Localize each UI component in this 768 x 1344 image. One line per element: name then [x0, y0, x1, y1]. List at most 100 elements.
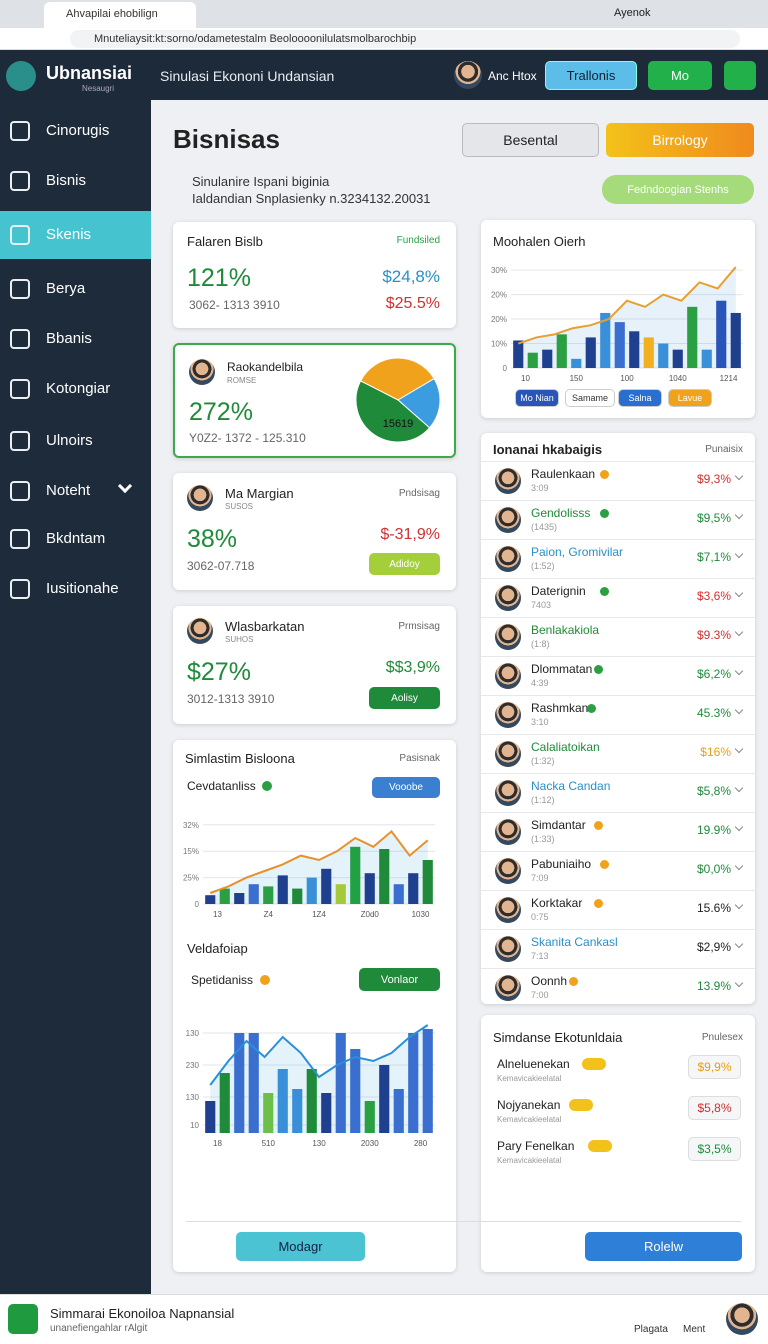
status-dot — [568, 977, 578, 986]
footer-link[interactable]: Plagata — [634, 1324, 668, 1335]
tag: Fundsiled — [396, 235, 440, 246]
bar — [643, 337, 654, 368]
profile[interactable]: Ayenok — [614, 7, 651, 19]
url[interactable]: Mnuteliaysit:kt:sorno/odametestalm Beolo… — [70, 30, 740, 48]
nav-item[interactable]: Bkdntam — [46, 530, 106, 547]
row-sub: 0:75 — [531, 912, 549, 922]
x-tick-label: 1Z4 — [312, 910, 326, 919]
card: Falaren Bislb Fundsiled 121% 3062- 1313 391… — [173, 222, 456, 328]
x-tick-label: 10 — [521, 374, 530, 383]
avatar — [187, 618, 213, 644]
card-title: Simlastim Bisloona — [185, 751, 295, 766]
header-title: Sinulasi Ekononi Undansian — [160, 68, 335, 84]
kpi-value: 121% — [187, 264, 251, 292]
x-tick-label: 1030 — [412, 910, 430, 919]
row-name: Nacka Candan — [531, 779, 611, 793]
status-dot — [593, 821, 603, 830]
x-tick-label: 18 — [213, 1139, 222, 1148]
y-tick-label: 20% — [491, 291, 507, 300]
subtitle: Cevdatanliss — [187, 779, 256, 793]
bar — [556, 334, 567, 368]
button[interactable]: Vonlaor — [359, 968, 440, 991]
avatar — [495, 585, 521, 611]
button[interactable]: Modagr — [236, 1232, 365, 1261]
nav-icon — [10, 481, 30, 501]
y-tick-label: 30% — [491, 266, 507, 275]
x-tick-label: 150 — [570, 374, 584, 383]
nav-item[interactable]: Bbanis — [46, 330, 92, 347]
card-title: Ionanai hkabaigis — [493, 442, 603, 457]
y-tick-label: 10 — [190, 1121, 199, 1130]
line — [517, 266, 737, 345]
pill — [569, 1099, 593, 1111]
button[interactable]: Besental — [462, 123, 599, 157]
row-divider — [481, 929, 755, 930]
chart: 15619 — [355, 357, 441, 443]
chevron — [734, 705, 744, 715]
bar — [263, 886, 274, 904]
nav-item[interactable]: Bisnis — [46, 172, 87, 189]
icon-button[interactable] — [724, 61, 756, 90]
status-dot — [593, 665, 603, 674]
avatar — [187, 485, 213, 511]
user[interactable]: Anc Htox — [488, 69, 537, 83]
y-tick-label: 130 — [186, 1093, 200, 1102]
name: Wlasbarkatan — [225, 619, 305, 634]
row-name: Pabuniaiho — [531, 857, 592, 871]
chevron — [734, 510, 744, 520]
legend-item[interactable]: Lavue — [668, 389, 712, 407]
x-tick-label: 280 — [414, 1139, 428, 1148]
button[interactable]: Adidoy — [369, 553, 440, 575]
bar — [321, 1093, 332, 1133]
bar — [306, 877, 317, 904]
legend-item[interactable]: Mo Nian — [515, 389, 559, 407]
button[interactable]: Trallonis — [545, 61, 637, 90]
chevron — [734, 822, 744, 832]
nav-item[interactable]: Berya — [46, 280, 86, 297]
legend-item[interactable]: Salna — [618, 389, 662, 407]
badge[interactable]: Fedndoogian Stenhs — [602, 175, 754, 204]
active-item — [0, 211, 151, 259]
avatar — [454, 61, 482, 89]
nav-icon — [10, 279, 30, 299]
footer-link[interactable]: Ment — [683, 1324, 706, 1335]
button[interactable]: Aolisy — [369, 687, 440, 709]
nav-item[interactable]: Ulnoirs — [46, 432, 93, 449]
chevron — [734, 939, 744, 949]
kpi-sub: 3062- 1313 3910 — [189, 298, 280, 312]
bar — [234, 893, 245, 904]
nav-item[interactable]: Iusitionahe — [46, 580, 119, 597]
footer-logo — [8, 1304, 38, 1334]
row-sub: (1435) — [531, 522, 558, 532]
button[interactable]: Birrology — [606, 123, 754, 157]
sidebar — [0, 100, 151, 1294]
nav-item[interactable]: Noteht — [46, 482, 91, 499]
bar — [408, 1033, 419, 1133]
row-name: Oonnh — [531, 974, 568, 988]
legend-item[interactable]: Samame — [565, 389, 615, 407]
button[interactable]: Vooobe — [372, 777, 440, 798]
tab[interactable]: Ahvapilai ehobilign — [44, 2, 196, 28]
nav-item[interactable]: Cinorugis — [46, 122, 110, 139]
nav-item[interactable]: Kotongiar — [46, 380, 111, 397]
chevron — [734, 627, 744, 637]
row-value: 15.6% — [696, 901, 731, 915]
kpi-sub: Y0Z2- 1372 - 125.310 — [189, 431, 306, 445]
row-value: $5,8% — [688, 1096, 741, 1120]
card-title: Moohalen Oierh — [493, 234, 586, 249]
button[interactable]: Rolelw — [585, 1232, 742, 1261]
tag: Prmsisag — [398, 621, 440, 632]
row-name: Rashmkan — [531, 701, 589, 715]
x-tick-label: 100 — [620, 374, 634, 383]
avatar — [495, 546, 521, 572]
bar — [292, 1089, 303, 1133]
button[interactable]: Mo — [648, 61, 712, 90]
avatar — [495, 858, 521, 884]
info: Ialdandian Snplasienky n.3234132.20031 — [192, 191, 431, 206]
nav-icon — [10, 529, 30, 549]
name-sub: SUSOS — [225, 502, 254, 511]
nav-item[interactable]: Skenis — [46, 226, 92, 243]
row-divider — [481, 773, 755, 774]
y-tick-label: 20% — [491, 315, 507, 324]
x-tick-label: 510 — [262, 1139, 276, 1148]
